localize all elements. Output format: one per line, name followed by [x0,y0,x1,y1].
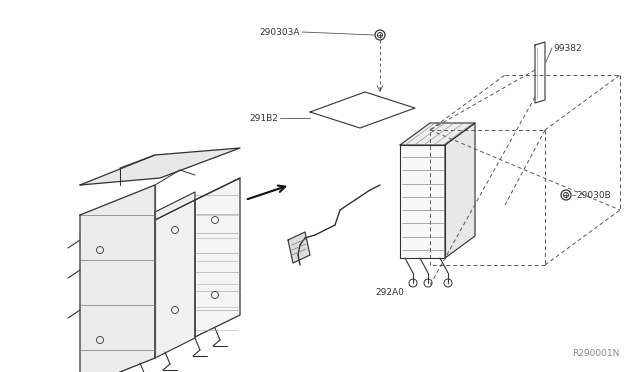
Polygon shape [400,145,445,258]
Text: 290303A: 290303A [259,28,300,36]
Polygon shape [155,200,195,358]
Polygon shape [80,185,155,372]
Text: 29030B: 29030B [576,190,611,199]
Polygon shape [288,232,310,263]
Text: 291B2: 291B2 [249,113,278,122]
Polygon shape [445,123,475,258]
Polygon shape [400,123,475,145]
Polygon shape [80,148,240,185]
Text: 99382: 99382 [553,44,582,52]
Text: R290001N: R290001N [573,349,620,358]
Text: 292A0: 292A0 [376,288,404,297]
Polygon shape [195,178,240,337]
Polygon shape [155,192,195,220]
